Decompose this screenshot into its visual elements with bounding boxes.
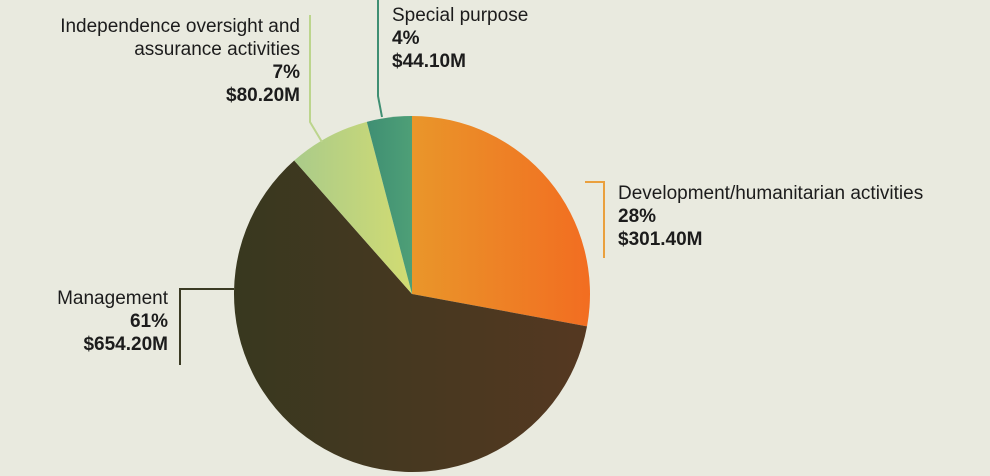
leader-line-oversight	[309, 15, 323, 143]
label-management: Management 61% $654.20M	[0, 287, 168, 356]
slice-percent-special: 4%	[392, 28, 420, 49]
slice-name-development: Development/humanitarian activities	[618, 183, 924, 204]
label-oversight: Independence oversight and assurance act…	[0, 15, 300, 107]
slice-percent-development: 28%	[618, 206, 657, 227]
pie-slice-development	[412, 116, 590, 327]
leader-line-management	[179, 288, 234, 365]
pie-slice-oversight	[294, 121, 412, 294]
slice-percent-management: 61%	[129, 311, 168, 332]
slice-amount-management: $654.20M	[83, 334, 168, 355]
slice-name-special: Special purpose	[392, 5, 529, 26]
label-special-purpose: Special purpose 4% $44.10M	[392, 4, 528, 73]
slice-name-oversight-line2: assurance activities	[134, 39, 300, 60]
slice-amount-special: $44.10M	[392, 51, 466, 72]
slice-amount-development: $301.40M	[618, 229, 703, 250]
slice-amount-oversight: $80.20M	[226, 85, 300, 106]
leader-line-development	[585, 181, 605, 258]
leader-line-special	[377, 0, 383, 118]
pie-slice-management	[233, 160, 588, 473]
pie-slice-special	[366, 116, 412, 294]
slice-name-oversight-line1: Independence oversight and	[60, 16, 300, 37]
slice-percent-oversight: 7%	[272, 62, 300, 83]
label-development: Development/humanitarian activities 28% …	[618, 182, 923, 251]
slice-name-management: Management	[57, 288, 168, 309]
